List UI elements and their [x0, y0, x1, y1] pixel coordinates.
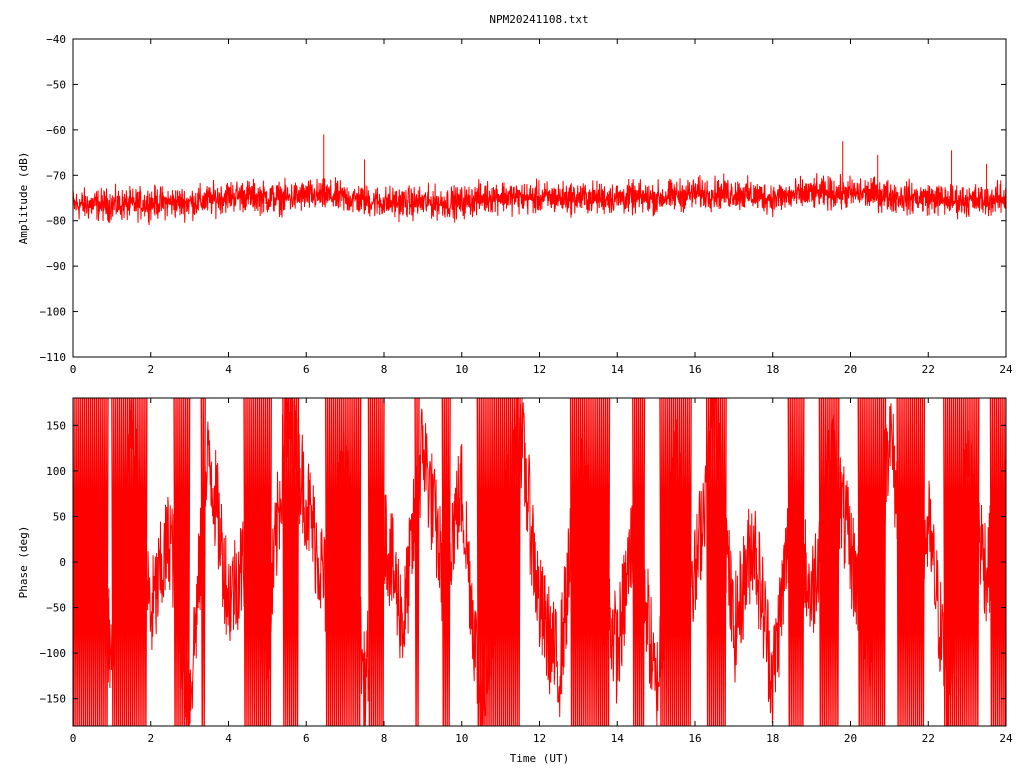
y-tick-label: 0 — [59, 556, 66, 569]
y-tick-label: 150 — [46, 419, 66, 432]
phase-wrap-band — [243, 398, 272, 726]
amplitude-trace — [73, 173, 1006, 226]
x-tick-label: 4 — [225, 732, 232, 745]
x-tick-label: 2 — [147, 732, 154, 745]
phase-wrap-band — [441, 398, 451, 726]
y-tick-label: −40 — [46, 33, 66, 46]
x-tick-label: 24 — [999, 732, 1013, 745]
x-tick-label: 10 — [455, 363, 468, 376]
y-tick-label: −60 — [46, 124, 66, 137]
y-tick-label: 50 — [53, 510, 66, 523]
phase-wrap-band — [200, 398, 206, 726]
series-line — [73, 398, 1006, 726]
x-tick-label: 12 — [533, 732, 546, 745]
x-tick-label: 22 — [922, 732, 935, 745]
phase-wrap-band — [787, 398, 805, 726]
x-tick-label: 16 — [688, 732, 701, 745]
x-tick-label: 4 — [225, 363, 232, 376]
x-tick-label: 16 — [688, 363, 701, 376]
x-tick-label: 18 — [766, 732, 779, 745]
x-tick-label: 24 — [999, 363, 1013, 376]
phase-wrap-band — [818, 398, 840, 726]
x-tick-label: 8 — [381, 732, 388, 745]
phase-wrap-band — [367, 398, 385, 726]
x-tick-label: 14 — [611, 363, 625, 376]
y-tick-label: −50 — [46, 78, 66, 91]
phase-wrap-band — [943, 398, 980, 726]
y-tick-label: −80 — [46, 215, 66, 228]
x-tick-label: 2 — [147, 363, 154, 376]
y-axis-label: Phase (deg) — [17, 526, 30, 599]
phase-wrap-band — [414, 398, 420, 726]
phase-wrap-band — [705, 398, 727, 726]
y-tick-label: −70 — [46, 169, 66, 182]
amplitude-panel: 0 2 4 6 8 10 12 14 16 18 20 22 24−40−50−60−70−80−90−… — [17, 33, 1013, 376]
phase-wrap-band — [896, 398, 926, 726]
x-tick-label: 6 — [303, 732, 310, 745]
x-tick-label: 0 — [70, 363, 77, 376]
y-tick-label: −150 — [40, 693, 67, 706]
y-tick-label: −100 — [40, 647, 67, 660]
x-axis-label: Time (UT) — [510, 752, 570, 765]
phase-wrap-band — [476, 398, 521, 726]
phase-wrap-band — [659, 398, 692, 726]
x-tick-label: 14 — [611, 732, 625, 745]
x-tick-label: 8 — [381, 363, 388, 376]
x-tick-label: 0 — [70, 732, 77, 745]
y-tick-label: 100 — [46, 465, 66, 478]
y-tick-label: −90 — [46, 260, 66, 273]
phase-wrap-band — [73, 398, 109, 726]
chart-title: NPM20241108.txt — [489, 13, 588, 26]
y-axis-label: Amplitude (dB) — [17, 152, 30, 245]
y-tick-label: −110 — [40, 351, 67, 364]
x-tick-label: 22 — [922, 363, 935, 376]
x-tick-label: 12 — [533, 363, 546, 376]
y-tick-label: −100 — [40, 306, 67, 319]
series-line — [73, 134, 1006, 226]
y-tick-label: −50 — [46, 602, 66, 615]
phase-wrap-band — [857, 398, 887, 726]
x-tick-label: 20 — [844, 732, 857, 745]
phase-wrap-band — [324, 398, 362, 726]
phase-trace — [73, 398, 1006, 726]
x-tick-label: 6 — [303, 363, 310, 376]
x-tick-label: 20 — [844, 363, 857, 376]
phase-panel: 0 2 4 6 8 10 12 14 16 18 20 22 24150100500−50−100−15… — [17, 397, 1013, 765]
x-tick-label: 18 — [766, 363, 779, 376]
phase-wrap-band — [111, 398, 148, 726]
x-tick-label: 10 — [455, 732, 468, 745]
phase-wrap-band — [569, 398, 611, 726]
phase-wrap-band — [173, 398, 191, 726]
phase-wrap-band — [632, 398, 646, 726]
phase-wrap-band — [989, 398, 1006, 726]
phase-wrap-band — [282, 398, 300, 726]
